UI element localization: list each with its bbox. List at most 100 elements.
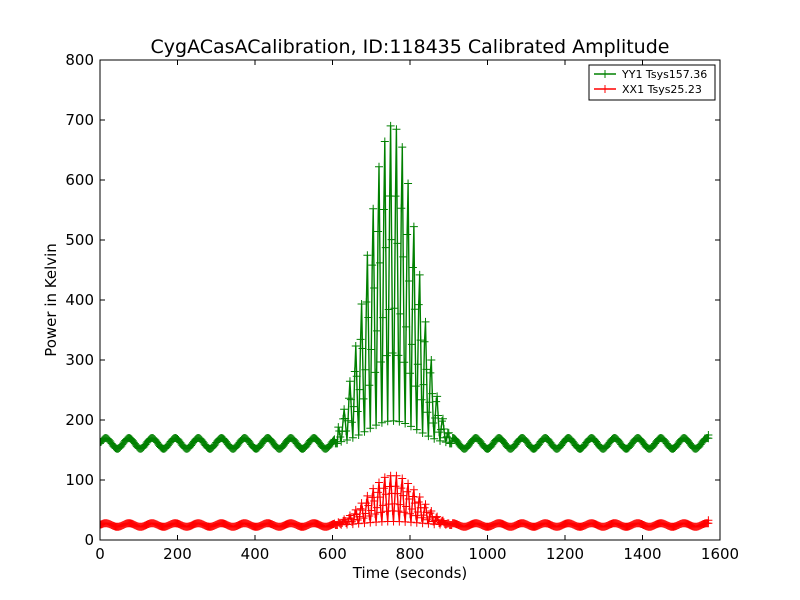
data-point [420,503,429,512]
data-point [406,422,415,431]
data-point [368,261,377,270]
data-point [398,474,407,483]
data-point [349,515,358,524]
data-point [381,490,390,499]
data-point [360,427,369,436]
data-point [365,381,374,390]
data-point [350,509,359,518]
data-point [400,508,409,517]
data-point [408,263,417,272]
data-point [379,484,388,493]
data-point [375,478,383,487]
data-point [399,252,408,261]
data-point [370,496,379,505]
data-point [438,516,447,525]
data-point [400,358,409,367]
x-tick-label: 200 [163,545,192,563]
data-point [436,436,445,445]
data-point [363,491,372,500]
y-tick-label: 800 [65,51,94,69]
data-point [433,512,442,521]
data-point [351,341,360,350]
data-point [403,487,412,496]
data-point [382,351,391,360]
x-tick-label: 600 [318,545,347,563]
y-tick-label: 300 [65,351,94,369]
data-point [421,500,430,509]
data-point [363,251,372,260]
data-point [367,345,376,354]
data-point [356,335,365,344]
data-point [348,433,357,442]
data-point [350,367,359,376]
data-point [357,299,366,308]
axis-ticks: 0 200 400 600 800 1000 1200 1400 1600 0 100 200 300 4… [65,51,739,563]
data-point [330,435,339,444]
data-point [704,431,713,439]
data-point [364,313,373,322]
data-point [361,365,370,374]
data-point [442,432,451,441]
data-point [392,471,401,480]
data-point [371,510,380,519]
data-point [369,204,378,213]
data-point [432,397,441,406]
data-point [422,365,431,374]
data-point [406,369,414,378]
data-point [409,222,418,231]
data-point [438,414,447,423]
data-point [355,385,364,394]
data-point [349,402,358,411]
data-point [394,507,403,516]
data-point [704,516,713,525]
data-point [423,408,432,417]
data-point [427,355,436,364]
data-point [396,309,405,318]
data-point [386,121,395,130]
x-tick-label: 0 [95,545,105,563]
data-point [409,485,418,494]
data-point [351,505,360,514]
data-point [355,512,364,521]
data-point [373,503,382,512]
data-point [347,418,356,427]
data-point [412,518,421,527]
x-tick-label: 1600 [701,545,739,563]
data-point [366,424,375,433]
data-point [403,230,412,239]
data-point [430,434,439,443]
legend-box [588,64,716,101]
data-point [376,357,385,366]
x-tick-label: 800 [396,545,425,563]
data-point [419,380,428,389]
data-point [371,368,380,377]
data-point [406,509,414,518]
data-point [378,501,387,510]
data-point [429,419,438,428]
data-point [374,227,383,236]
data-point [391,482,400,491]
data-point [401,419,410,428]
data-point [340,515,349,524]
data-point [408,492,417,501]
y-axis-title: Power in Kelvin [42,243,60,357]
data-point [441,438,450,447]
data-point [380,473,389,482]
y-tick-label: 700 [65,111,94,129]
data-point [411,511,420,520]
data-point [423,515,432,524]
series-xx1 [100,471,713,531]
data-point [380,137,389,146]
data-point [413,360,422,369]
data-point [375,162,383,171]
data-point [360,519,369,528]
data-point [391,192,400,201]
data-point [384,305,393,314]
data-point [374,488,383,497]
data-point [407,340,416,349]
data-point [387,235,396,244]
data-point [414,300,423,309]
data-point [393,239,402,248]
data-point [378,313,387,322]
